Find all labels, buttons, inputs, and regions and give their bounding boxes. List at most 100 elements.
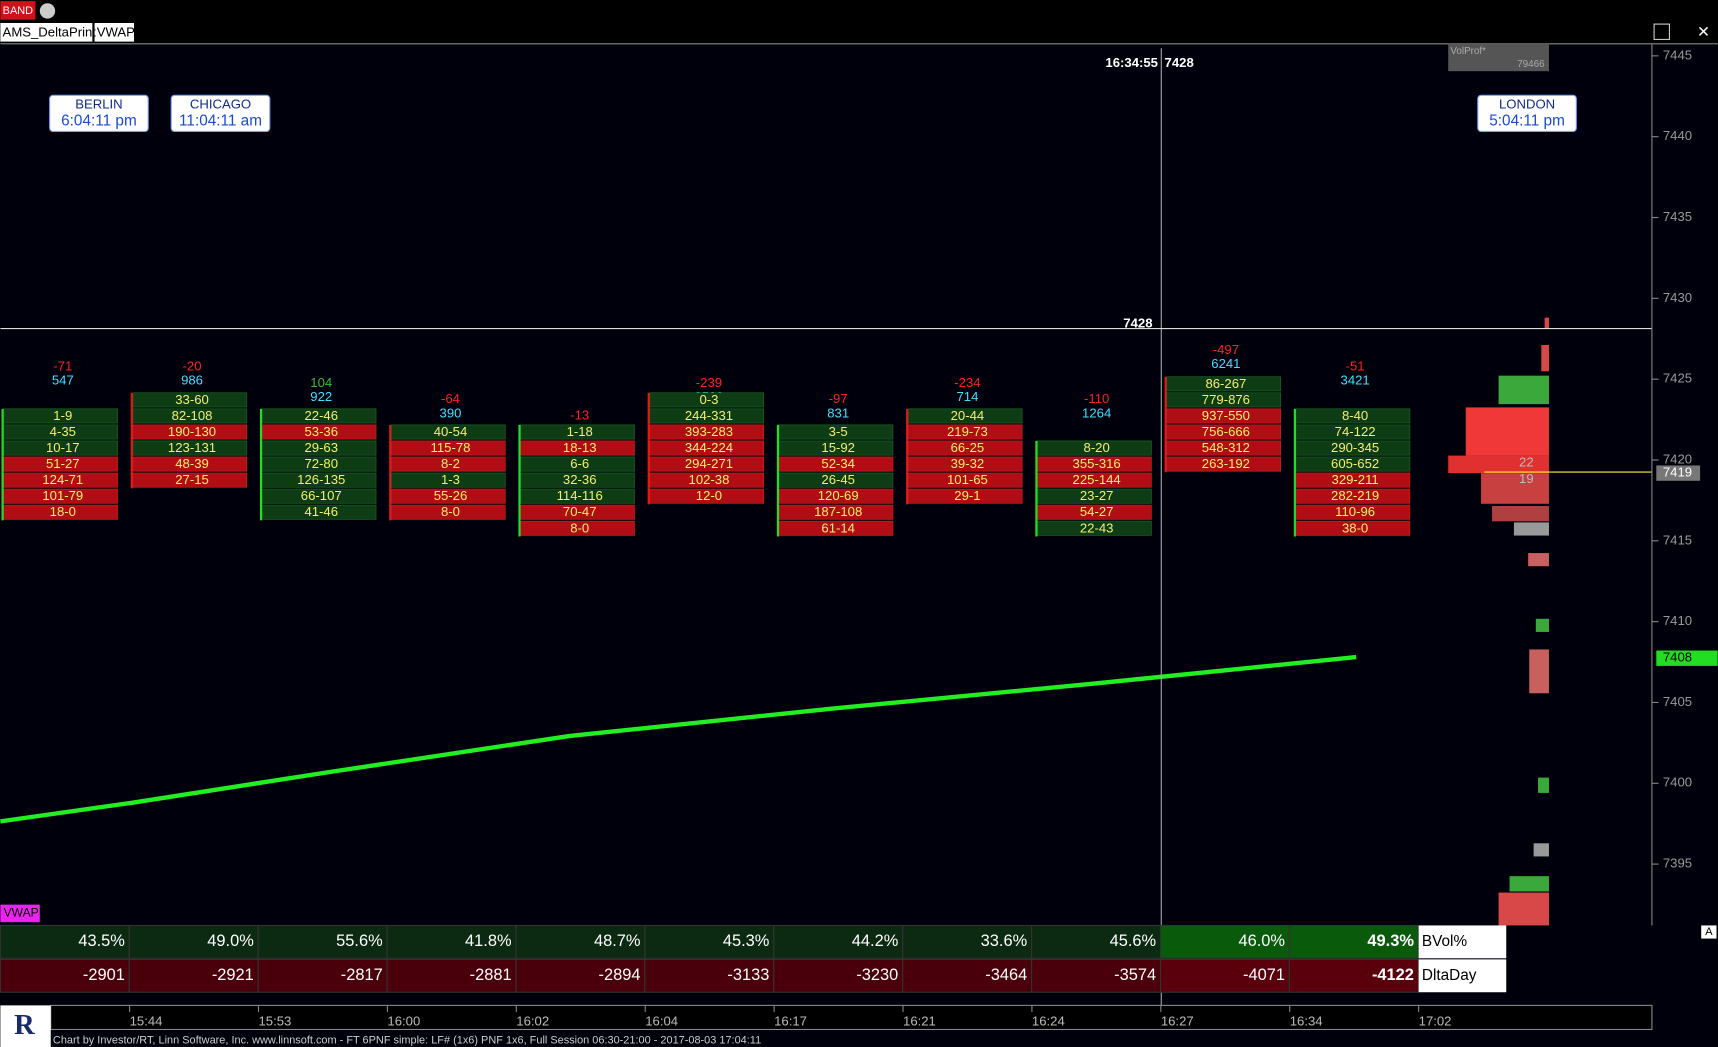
cell-text: 124-71 (42, 472, 83, 487)
summary-cell (773, 924, 904, 959)
column-delta: 104 (310, 375, 332, 390)
summary-value: -2817 (341, 966, 383, 984)
price-tick-label: 7395 (1663, 856, 1692, 871)
toolbar-bg (0, 0, 1718, 44)
tab-box[interactable] (0, 22, 93, 42)
cell-bar (1037, 456, 1152, 472)
icon[interactable] (39, 3, 56, 19)
price-tick-label: 7435 (1663, 209, 1692, 224)
summary-value: 43.5% (78, 932, 125, 950)
time-tick-label: 17:02 (1419, 1013, 1452, 1028)
cell-text: 102-38 (689, 472, 730, 487)
summary-value: 45.3% (723, 932, 770, 950)
summary-value: 49.3% (1367, 932, 1414, 950)
profile-bar (1448, 455, 1549, 474)
column-delta: -234 (954, 375, 980, 390)
summary-cell (1288, 924, 1419, 959)
price-tick-label: 7445 (1663, 47, 1692, 62)
corner-box[interactable] (1701, 925, 1717, 939)
price-marker: 7419 (1663, 465, 1692, 480)
clock-time: 6:04:11 pm (61, 113, 137, 130)
cell-text: 355-316 (1073, 456, 1121, 471)
profile-title: VolProf* (1450, 46, 1486, 57)
cell-bar (1037, 488, 1152, 504)
cell-text: 282-219 (1331, 488, 1379, 503)
cell-bar (1037, 504, 1152, 520)
cell-text: 344-224 (685, 440, 733, 455)
cell-text: 74-122 (1335, 424, 1376, 439)
cell-text: 52-34 (821, 456, 855, 471)
cell-text: 244-331 (685, 408, 733, 423)
summary-value: -3464 (985, 966, 1027, 984)
column-delta: -110 (1084, 391, 1109, 406)
indicator-box[interactable] (0, 904, 40, 923)
column-volume: 547 (52, 373, 74, 388)
cell-text: 1-18 (567, 424, 593, 439)
time-tick-label: 16:21 (903, 1013, 936, 1028)
summary-cell (902, 958, 1033, 993)
cell-text: 4-35 (50, 424, 76, 439)
cell-text: 605-652 (1331, 456, 1379, 471)
summary-cell (515, 924, 646, 959)
clock-city: CHICAGO (190, 97, 251, 112)
cell-text: 0-3 (699, 392, 718, 407)
summary-cell (128, 924, 259, 959)
time-tick-label: 16:24 (1032, 1013, 1065, 1028)
tab-box[interactable] (94, 22, 134, 42)
close-button[interactable]: ✕ (1697, 24, 1710, 41)
cell-text: 110-96 (1335, 504, 1375, 519)
indicator-label[interactable]: VWAP (4, 906, 39, 920)
profile-bar (1513, 522, 1549, 536)
cell-text: 41-46 (304, 504, 338, 519)
cell-text: 219-73 (947, 424, 988, 439)
column-volume: 3421 (1341, 373, 1370, 388)
cell-bar (1037, 472, 1152, 488)
cell-text: 779-876 (1202, 392, 1250, 407)
cell-text: 70-47 (563, 504, 597, 519)
price-tick-label: 7425 (1663, 371, 1692, 386)
time-tick-label: 16:17 (774, 1013, 807, 1028)
column-volume: 831 (827, 405, 849, 420)
clock-time: 11:04:11 am (179, 113, 262, 130)
time-tick-label: 15:44 (130, 1013, 163, 1028)
corner-button[interactable]: A (1705, 926, 1713, 938)
summary-value: 45.6% (1110, 932, 1157, 950)
tab[interactable]: VWAP (97, 24, 135, 39)
profile-bar (1509, 876, 1549, 892)
restore-button[interactable] (1653, 23, 1670, 40)
summary-label: BVol% (1422, 933, 1468, 950)
summary-value: 49.0% (207, 932, 254, 950)
clock-box (1477, 94, 1577, 132)
column-volume: 390 (440, 405, 462, 420)
summary-value: -2901 (83, 966, 125, 984)
summary-value: 33.6% (981, 932, 1028, 950)
cell-text: 187-108 (814, 504, 862, 519)
crosshair-time: 16:34:55 (1105, 55, 1158, 70)
footer: Chart by Investor/RT, Linn Software, Inc… (53, 1034, 761, 1046)
cell-text: 123-131 (168, 440, 216, 455)
column-volume: 6241 (1211, 356, 1240, 371)
clock-city: LONDON (1499, 97, 1555, 112)
time-tick-label: 16:04 (645, 1013, 678, 1028)
clock-city: BERLIN (75, 97, 122, 112)
column-delta: -97 (829, 391, 848, 406)
badge-box[interactable] (0, 1, 36, 20)
cell-text: 39-32 (951, 456, 985, 471)
summary-value: -3574 (1114, 966, 1156, 984)
column-delta: -497 (1213, 342, 1239, 357)
badge[interactable]: BAND (3, 5, 33, 17)
tab[interactable]: AMS_DeltaPrint (3, 24, 97, 39)
profile-bar (1498, 375, 1549, 405)
profile-bar (1535, 618, 1549, 632)
cell-text: 290-345 (1331, 440, 1379, 455)
cell-bar (1037, 440, 1152, 456)
price-tick-label: 7415 (1663, 532, 1692, 547)
time-tick-label: 16:27 (1161, 1013, 1194, 1028)
cell-text: 26-45 (821, 472, 855, 487)
summary-value: 41.8% (465, 932, 512, 950)
cell-text: 61-14 (821, 520, 855, 535)
cell-text: 66-25 (951, 440, 985, 455)
summary-value: 46.0% (1238, 932, 1285, 950)
cell-text: 18-13 (563, 440, 597, 455)
time-tick-label: 16:00 (387, 1013, 420, 1028)
